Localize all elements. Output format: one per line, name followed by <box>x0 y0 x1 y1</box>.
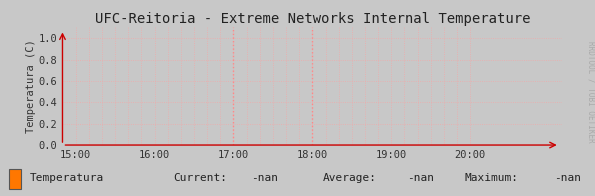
Y-axis label: Temperatura (C): Temperatura (C) <box>26 39 36 133</box>
Text: Maximum:: Maximum: <box>465 173 519 183</box>
Text: Average:: Average: <box>323 173 377 183</box>
Title: UFC-Reitoria - Extreme Networks Internal Temperature: UFC-Reitoria - Extreme Networks Internal… <box>95 12 530 26</box>
Bar <box>9 169 21 189</box>
Text: -nan: -nan <box>407 173 434 183</box>
Text: -nan: -nan <box>251 173 278 183</box>
Text: -nan: -nan <box>554 173 581 183</box>
Text: RRDTOOL / TOBI OETIKER: RRDTOOL / TOBI OETIKER <box>586 41 595 143</box>
Text: Current:: Current: <box>173 173 227 183</box>
Text: Temperatura: Temperatura <box>30 173 104 183</box>
